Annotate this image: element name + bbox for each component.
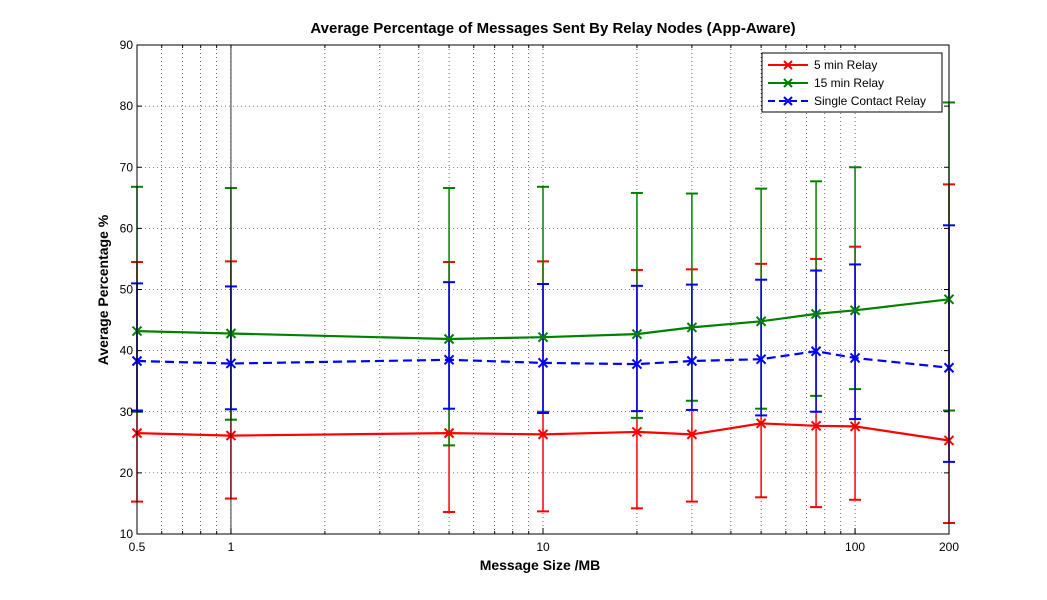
x-tick-label: 1 <box>228 540 235 554</box>
legend-label: 5 min Relay <box>814 58 877 72</box>
data-point-marker <box>443 427 455 439</box>
data-point-marker <box>849 305 861 316</box>
legend-entry: Single Contact Relay <box>768 94 926 108</box>
series-line <box>136 350 950 369</box>
data-point-marker <box>537 331 549 343</box>
x-tick-label: 10 <box>536 540 550 554</box>
x-tick-label: 100 <box>845 540 865 554</box>
y-tick-label: 10 <box>120 527 134 541</box>
data-point-marker <box>443 354 455 366</box>
data-point-marker <box>631 426 643 438</box>
series-lines <box>131 294 955 446</box>
y-tick-label: 90 <box>120 38 134 52</box>
error-bar <box>685 283 698 411</box>
data-point-marker <box>755 418 767 429</box>
data-point-marker <box>686 429 698 440</box>
data-point-marker <box>537 429 549 440</box>
y-tick-label: 60 <box>120 221 134 235</box>
legend-marker <box>783 96 793 106</box>
data-point-marker <box>810 420 822 432</box>
series-line <box>136 422 950 442</box>
error-bar <box>443 281 456 410</box>
legend-entry: 5 min Relay <box>768 58 877 72</box>
x-tick-label: 0.5 <box>129 540 146 554</box>
y-tick-label: 40 <box>120 344 134 358</box>
x-axis-label: Message Size /MB <box>480 557 601 573</box>
error-bar <box>810 269 823 413</box>
data-point-marker <box>631 358 643 370</box>
y-tick-label: 50 <box>120 283 134 297</box>
y-tick-label: 80 <box>120 99 134 113</box>
data-point-marker <box>755 353 767 365</box>
y-tick-label: 30 <box>120 405 134 419</box>
data-point-marker <box>537 357 549 369</box>
y-tick-label: 70 <box>120 160 134 174</box>
legend-entry: 15 min Relay <box>768 76 884 90</box>
data-point-marker <box>686 322 698 333</box>
error-bar <box>849 263 862 421</box>
y-tick-label: 20 <box>120 466 134 480</box>
axis-ticks: 10 20 30 40 50 60 70 80 90 0.5 1 10 100 200 <box>120 38 960 554</box>
legend-label: 15 min Relay <box>814 76 884 90</box>
data-point-marker <box>755 316 767 327</box>
legend: 5 min Relay 15 min Relay Single Contact Re… <box>761 52 943 113</box>
data-point-marker <box>686 355 698 367</box>
data-point-marker <box>810 346 822 357</box>
chart-title: Average Percentage of Messages Sent By R… <box>310 20 795 37</box>
series-line <box>136 298 950 341</box>
data-point-marker <box>849 421 861 432</box>
data-point-marker <box>810 308 822 320</box>
data-point-marker <box>849 352 861 364</box>
error-bar <box>755 278 768 417</box>
error-bar <box>630 284 643 413</box>
legend-marker <box>783 78 793 88</box>
data-point-marker <box>631 328 643 340</box>
y-axis-label: Average Percentage % <box>95 214 111 365</box>
error-bar <box>537 282 549 414</box>
legend-marker <box>783 60 793 70</box>
x-tick-label: 200 <box>939 540 959 554</box>
legend-label: Single Contact Relay <box>814 94 926 108</box>
data-point-marker <box>443 333 455 345</box>
